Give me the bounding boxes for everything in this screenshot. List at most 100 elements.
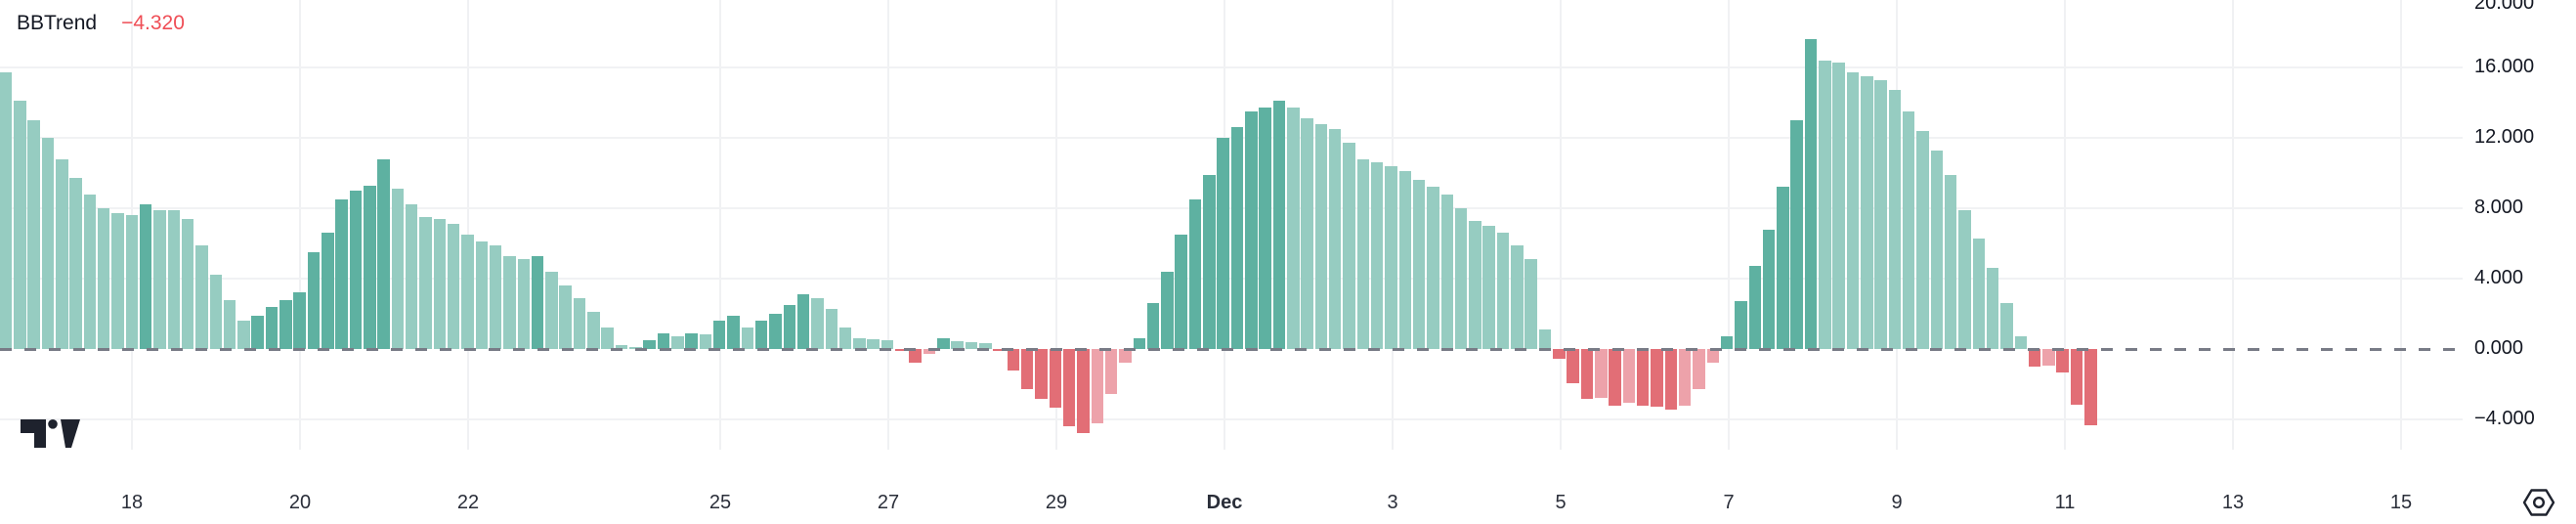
histogram-bar: [951, 340, 964, 349]
histogram-bar: [167, 209, 181, 349]
x-axis-label: 22: [456, 492, 480, 513]
histogram-bar: [1636, 349, 1650, 406]
histogram-bar: [867, 339, 880, 349]
histogram-bar: [1412, 180, 1426, 349]
indicator-title[interactable]: BBTrend: [17, 12, 98, 34]
histogram-bar: [615, 345, 628, 349]
histogram-bar: [1609, 349, 1621, 406]
histogram-bar: [181, 218, 194, 349]
histogram-bar: [643, 340, 656, 349]
histogram-bar: [419, 217, 432, 349]
histogram-bar: [1958, 209, 1971, 349]
histogram-bar: [727, 315, 740, 349]
histogram-bar: [1538, 329, 1552, 349]
histogram-bar: [251, 315, 264, 349]
histogram-bar: [1301, 118, 1313, 349]
histogram-bar: [783, 305, 796, 349]
histogram-bar: [1230, 127, 1244, 349]
histogram-bar: [335, 199, 348, 349]
histogram-bar: [1454, 208, 1468, 349]
histogram-bar: [573, 297, 586, 349]
histogram-bar: [2056, 349, 2069, 373]
vertical-gridline: [2064, 0, 2066, 450]
histogram-bar: [293, 292, 306, 349]
histogram-bar: [685, 332, 698, 349]
histogram-bar: [909, 349, 922, 363]
histogram-bar: [195, 244, 208, 349]
histogram-bar: [825, 308, 837, 349]
histogram-bar: [1553, 349, 1566, 359]
histogram-bar: [1328, 129, 1342, 349]
histogram-bar: [2028, 349, 2041, 367]
price-scale[interactable]: 20.000 16.000 12.000 8.000 4.000 0.000 −4.000: [2463, 0, 2576, 524]
histogram-bar: [1846, 72, 1860, 349]
y-axis-label: 16.000: [2474, 56, 2535, 77]
histogram-bar: [433, 218, 447, 349]
time-scale[interactable]: 18 20 22 25 27 29 Dec 3 5 7 9 11 13 15: [0, 450, 2463, 524]
histogram-bar: [461, 235, 474, 349]
histogram-bar: [56, 158, 68, 349]
histogram-bar: [1062, 349, 1076, 427]
histogram-bar: [1245, 111, 1258, 349]
histogram-bar: [1777, 187, 1789, 349]
histogram-bar: [1832, 62, 1845, 349]
histogram-bar: [1203, 174, 1216, 349]
histogram-bar: [937, 338, 950, 349]
histogram-bar: [475, 241, 489, 349]
histogram-bar: [923, 349, 936, 355]
histogram-bar: [111, 213, 124, 349]
histogram-bar: [27, 120, 40, 349]
histogram-bar: [1706, 349, 1720, 364]
histogram-bar: [1678, 349, 1692, 406]
histogram-bar: [364, 185, 376, 349]
histogram-bar: [1314, 123, 1328, 349]
vertical-gridline: [2400, 0, 2402, 450]
histogram-bar: [1819, 60, 1831, 349]
histogram-bar: [1790, 120, 1803, 349]
quick-settings-gear-icon[interactable]: [2523, 489, 2555, 516]
x-axis-label: 9: [1891, 492, 1903, 513]
tradingview-logo[interactable]: [21, 419, 80, 448]
histogram-bar: [1020, 349, 1034, 390]
histogram-bar: [1133, 338, 1145, 349]
x-axis-label: 7: [1723, 492, 1735, 513]
y-axis-label: 12.000: [2474, 126, 2535, 148]
histogram-bar: [1272, 101, 1286, 349]
histogram-bar: [307, 252, 321, 349]
histogram-bar: [503, 255, 516, 349]
histogram-bar: [223, 299, 236, 349]
gear-center-circle: [2532, 496, 2546, 509]
histogram-bar: [1482, 226, 1495, 349]
histogram-bar: [237, 321, 250, 349]
tv-logo-dot: [48, 419, 58, 429]
indicator-legend: BBTrend −4.320: [17, 12, 185, 35]
x-axis-label: 5: [1555, 492, 1567, 513]
histogram-bar: [811, 297, 824, 349]
vertical-gridline: [467, 0, 469, 450]
gear-hexagon: [2523, 489, 2555, 516]
histogram-bar: [1496, 233, 1510, 349]
histogram-bar: [2070, 349, 2083, 405]
histogram-bar: [1748, 266, 1761, 349]
histogram-bar: [1944, 174, 1957, 349]
x-axis-label: 13: [2221, 492, 2245, 513]
histogram-bar: [2042, 349, 2055, 367]
histogram-bar: [1146, 303, 1160, 349]
histogram-bar: [1861, 76, 1873, 349]
histogram-bar: [405, 204, 418, 349]
histogram-bar: [545, 271, 558, 349]
histogram-bar: [1049, 349, 1062, 409]
histogram-bar: [1595, 349, 1608, 398]
histogram-bar: [1524, 259, 1537, 349]
histogram-bar: [153, 209, 166, 349]
histogram-bar: [1986, 268, 1999, 349]
histogram-bar: [769, 314, 782, 349]
histogram-bar: [1664, 349, 1678, 411]
histogram-bar: [796, 294, 810, 349]
histogram-bar: [2000, 303, 2013, 349]
x-axis-label: Dec: [1206, 492, 1243, 513]
horizontal-gridline: [0, 418, 2463, 420]
histogram-bar: [1356, 158, 1370, 349]
histogram-bar: [853, 338, 866, 349]
